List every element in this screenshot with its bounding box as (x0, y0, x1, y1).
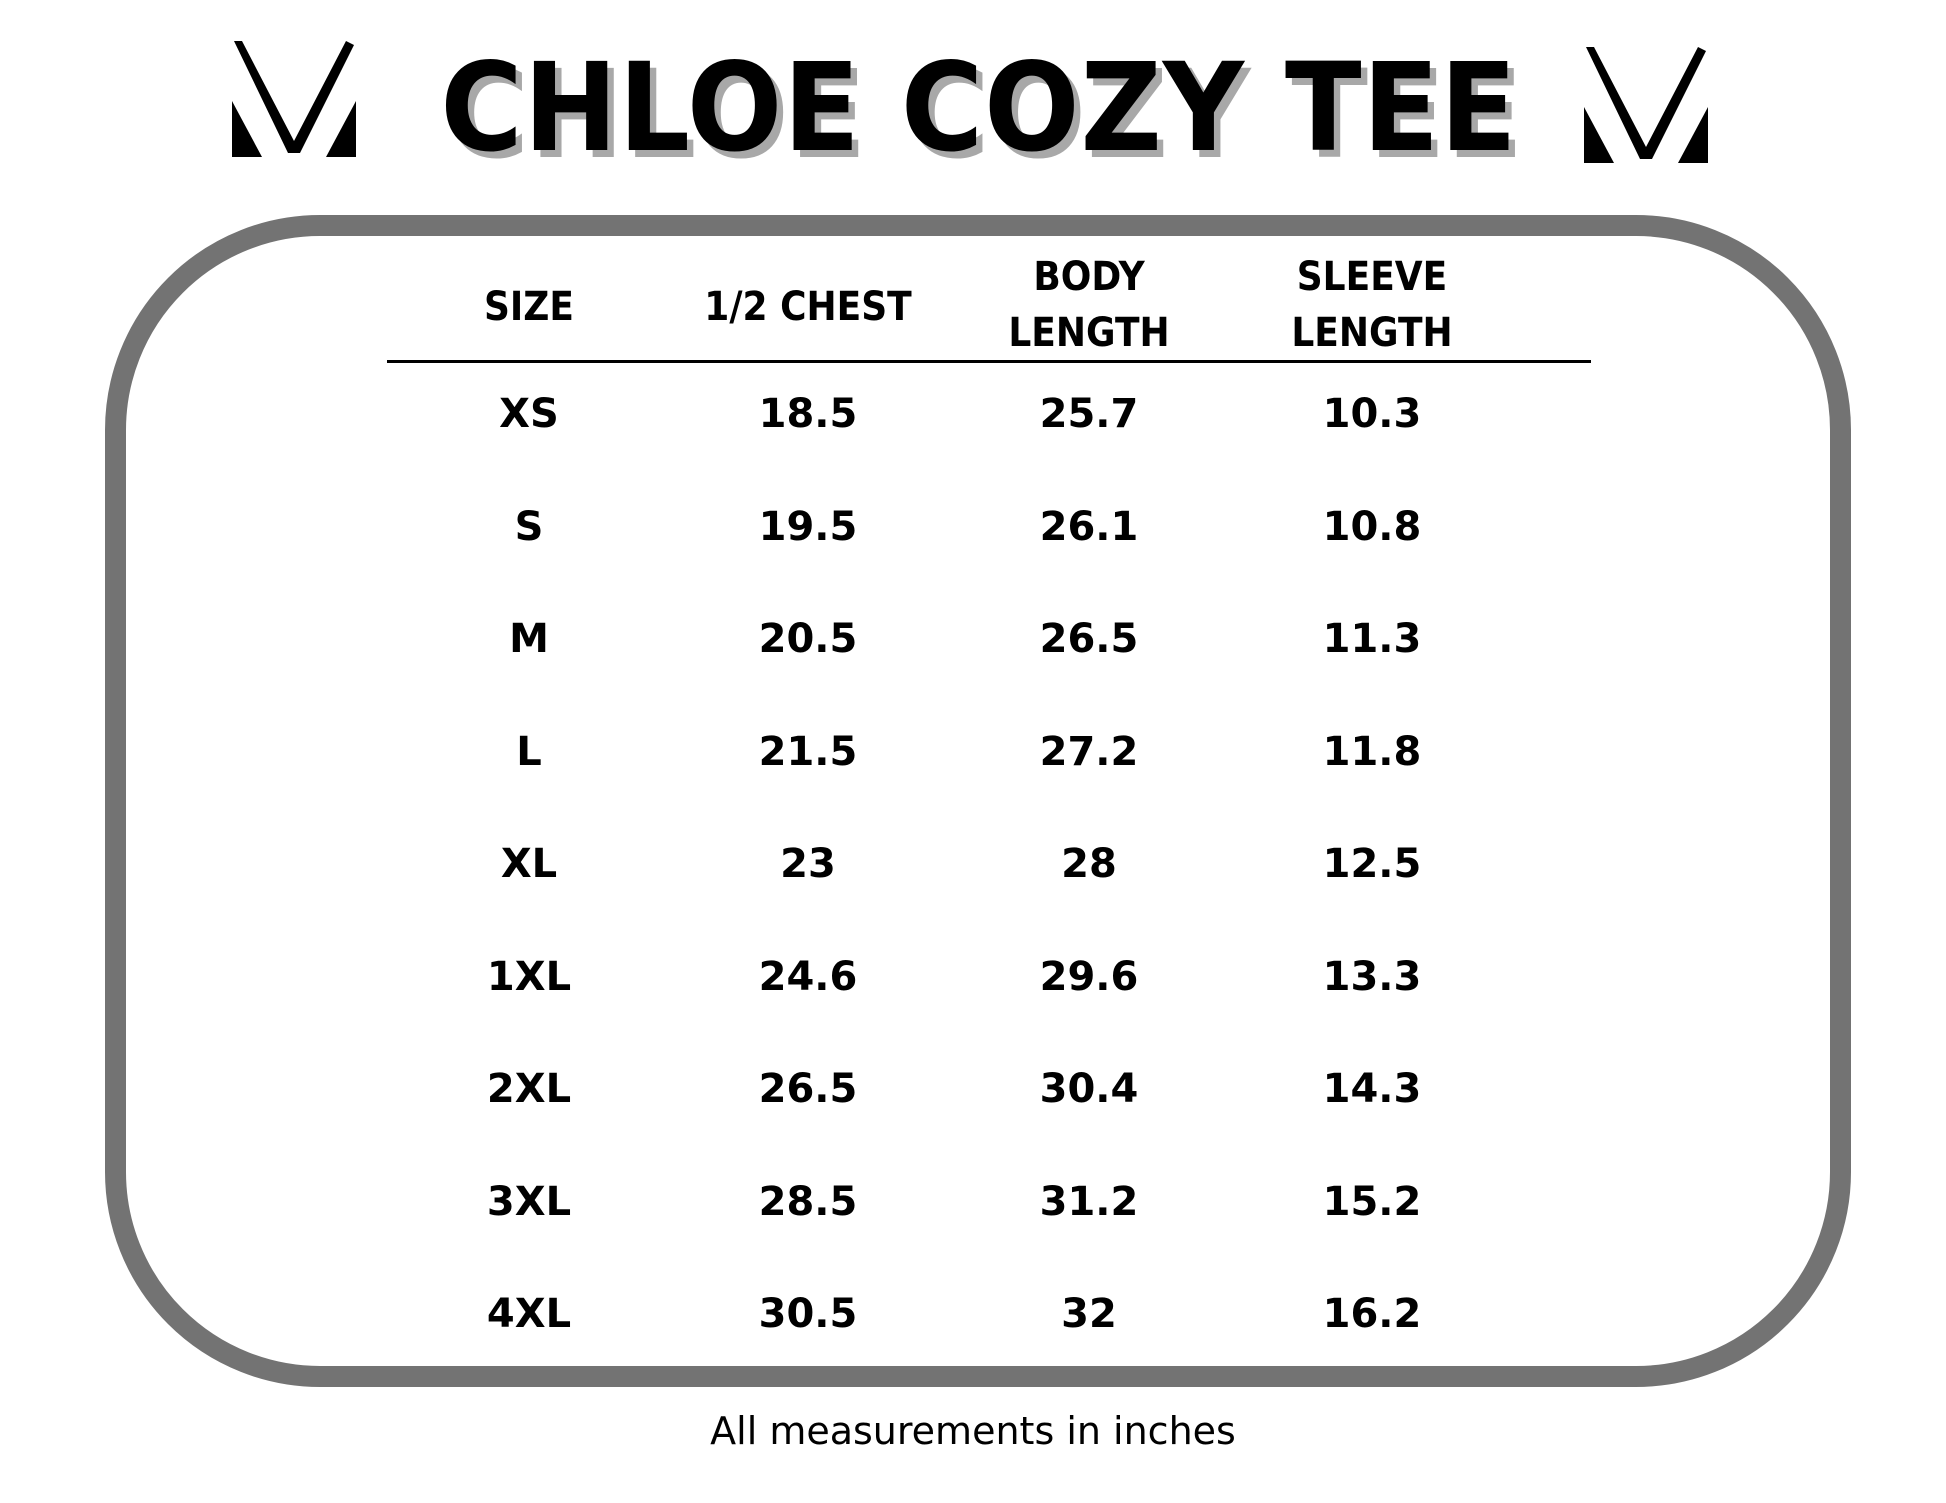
size-cell: 2XL (486, 1066, 572, 1112)
chest-cell: 21.5 (758, 728, 858, 775)
body-length-cell: 30.4 (1039, 1066, 1139, 1112)
header-size: SIZE (385, 279, 673, 335)
size-cell: S (514, 503, 544, 550)
header-line: SLEEVE (1296, 254, 1448, 300)
sleeve-length-cell: 11.3 (1322, 616, 1422, 662)
size-cell: XS (499, 391, 559, 437)
size-cell: 1XL (486, 953, 572, 1000)
chest-cell: 18.5 (758, 391, 858, 437)
size-cell: M (509, 616, 549, 662)
body-length-cell: 32 (1061, 1291, 1117, 1337)
body-length-cell: 25.7 (1039, 391, 1139, 437)
body-length-cell: 27.2 (1039, 728, 1139, 775)
body-length-cell: 29.6 (1039, 953, 1139, 1000)
header-line: SIZE (483, 284, 575, 330)
body-length-cell: 26.5 (1039, 616, 1139, 662)
size-cell: 4XL (486, 1291, 572, 1337)
header-divider (387, 360, 1591, 363)
brand-logo-icon (1584, 47, 1708, 163)
header-line: BODY (1033, 254, 1145, 300)
header-line: LENGTH (1008, 310, 1170, 356)
header-body-length: BODY LENGTH (945, 249, 1233, 361)
size-cell: 3XL (486, 1178, 572, 1225)
chest-cell: 20.5 (758, 616, 858, 662)
header-line: 1/2 CHEST (704, 284, 912, 330)
chest-cell: 30.5 (758, 1291, 858, 1337)
size-cell: L (516, 728, 542, 775)
body-length-cell: 28 (1061, 841, 1117, 887)
sleeve-length-cell: 15.2 (1322, 1178, 1422, 1225)
chest-cell: 19.5 (758, 503, 858, 550)
footer-note: All measurements in inches (710, 1409, 1236, 1453)
body-length-cell: 31.2 (1039, 1178, 1139, 1225)
sleeve-length-cell: 12.5 (1322, 841, 1422, 887)
sleeve-length-cell: 10.3 (1322, 391, 1422, 437)
sleeve-length-cell: 13.3 (1322, 953, 1422, 1000)
chest-cell: 28.5 (758, 1178, 858, 1225)
header-line: LENGTH (1291, 310, 1453, 356)
page-title: CHLOE COZY TEE (440, 37, 1518, 179)
body-length-cell: 26.1 (1039, 503, 1139, 550)
chest-cell: 23 (780, 841, 836, 887)
sleeve-length-cell: 10.8 (1322, 503, 1422, 550)
chest-cell: 26.5 (758, 1066, 858, 1112)
chest-cell: 24.6 (758, 953, 858, 1000)
sleeve-length-cell: 11.8 (1322, 728, 1422, 775)
brand-logo-icon (232, 41, 356, 157)
sleeve-length-cell: 16.2 (1322, 1291, 1422, 1337)
header-sleeve-length: SLEEVE LENGTH (1228, 249, 1516, 361)
size-chart-frame (105, 215, 1851, 1387)
header-half-chest: 1/2 CHEST (664, 279, 952, 335)
sleeve-length-cell: 14.3 (1322, 1066, 1422, 1112)
size-cell: XL (500, 841, 558, 887)
